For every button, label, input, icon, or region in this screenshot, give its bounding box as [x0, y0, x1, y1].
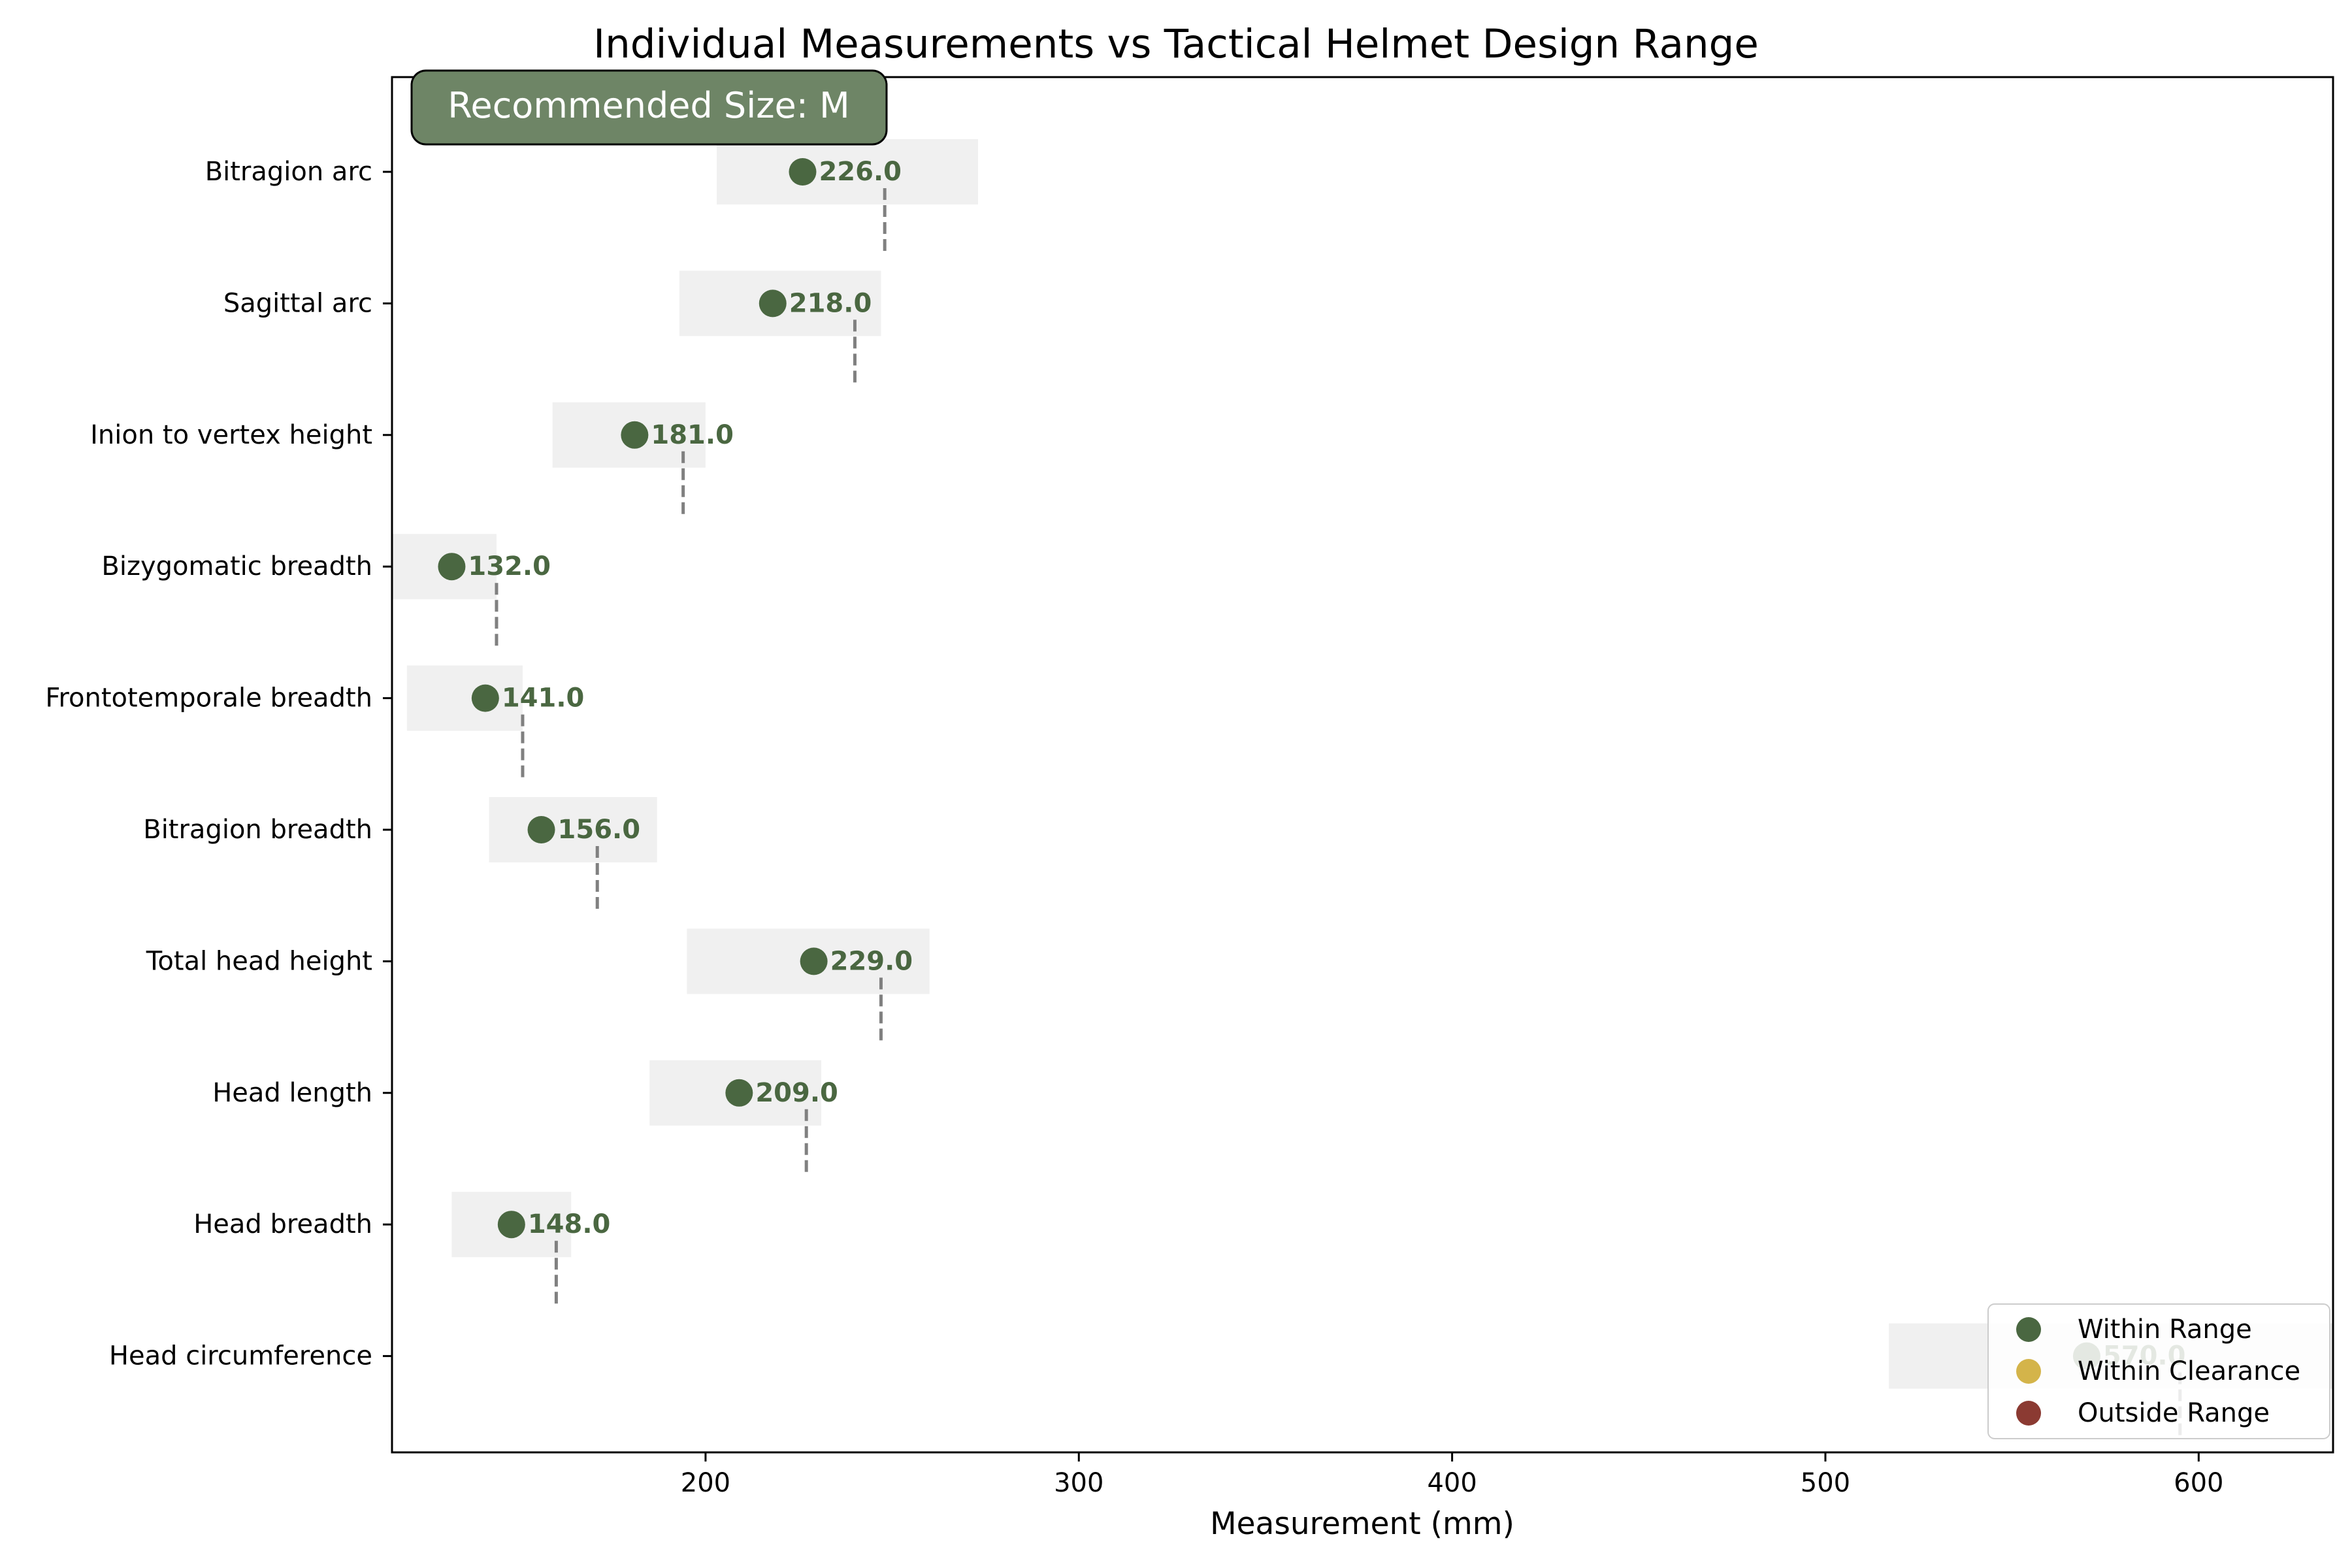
value-label-head-length: 209.0 [755, 1078, 838, 1108]
category-label-bitragion-arc: Bitragion arc [205, 157, 372, 187]
recommended-size-badge: Recommended Size: M [410, 69, 888, 146]
range-band-bitragion-arc [717, 139, 979, 204]
x-axis-ticks: 200 300 400 500 600 [681, 1452, 2223, 1498]
x-tick-label-500: 500 [1801, 1468, 1850, 1498]
point-head-length [725, 1079, 753, 1107]
value-labels: 226.0 218.0 181.0 132.0 141.0 156.0 229.0 209.0… [468, 157, 2185, 1371]
value-label-bitragion-arc: 226.0 [819, 157, 902, 187]
measurement-points [438, 158, 2100, 1370]
point-bizygomatic-breadth [438, 553, 466, 581]
value-label-head-breadth: 148.0 [528, 1209, 611, 1239]
legend-label-outside-range: Outside Range [2078, 1398, 2270, 1428]
legend: Within Range Within Clearance Outside Rang… [1987, 1303, 2330, 1439]
x-tick-label-600: 600 [2174, 1468, 2223, 1498]
category-label-head-breadth: Head breadth [193, 1209, 372, 1239]
category-labels: Bitragion arc Sagittal arc Inion to vertex… [45, 157, 392, 1371]
legend-marker-within-clearance [2016, 1359, 2041, 1384]
range-band-bitragion-breadth [489, 797, 657, 862]
x-tick-label-400: 400 [1427, 1468, 1477, 1498]
legend-label-within-clearance: Within Clearance [2078, 1356, 2300, 1386]
legend-label-within-range: Within Range [2078, 1315, 2252, 1345]
range-bands [392, 139, 2333, 1389]
value-label-bitragion-breadth: 156.0 [558, 815, 641, 845]
category-label-bizygomatic-breadth: Bizygomatic breadth [101, 551, 372, 581]
x-tick-label-200: 200 [681, 1468, 730, 1498]
category-label-inion-to-vertex-height: Inion to vertex height [90, 420, 372, 450]
legend-box [1987, 1303, 2330, 1439]
value-label-sagittal-arc: 218.0 [789, 288, 872, 318]
value-label-inion-to-vertex-height: 181.0 [651, 420, 734, 450]
range-band-frontotemporale-breadth [406, 665, 523, 731]
category-label-head-circumference: Head circumference [109, 1341, 372, 1371]
point-bitragion-breadth [527, 816, 555, 843]
legend-items: Within Range Within Clearance Outside Rang… [2016, 1315, 2300, 1428]
point-sagittal-arc [759, 289, 787, 318]
category-label-bitragion-breadth: Bitragion breadth [143, 815, 372, 845]
chart-title: Individual Measurements vs Tactical Helm… [593, 21, 1759, 67]
recommended-size-badge-box [410, 69, 888, 146]
category-label-head-length: Head length [212, 1078, 372, 1108]
category-label-total-head-height: Total head height [146, 946, 372, 976]
point-frontotemporale-breadth [471, 684, 499, 712]
value-label-bizygomatic-breadth: 132.0 [468, 551, 551, 581]
recommended-size-text: Recommended Size: M [448, 85, 849, 126]
point-inion-to-vertex-height [621, 421, 649, 449]
plot-frame [391, 76, 2334, 1454]
category-label-frontotemporale-breadth: Frontotemporale breadth [45, 683, 372, 713]
value-label-frontotemporale-breadth: 141.0 [502, 683, 585, 713]
design-markers [495, 188, 2182, 1438]
legend-marker-outside-range [2016, 1401, 2041, 1426]
x-axis-label: Measurement (mm) [1210, 1506, 1514, 1542]
point-bitragion-arc [789, 158, 817, 186]
legend-marker-within-range [2016, 1317, 2041, 1342]
point-head-breadth [497, 1211, 525, 1239]
category-label-sagittal-arc: Sagittal arc [223, 288, 372, 318]
x-tick-label-300: 300 [1054, 1468, 1103, 1498]
point-total-head-height [800, 947, 828, 975]
value-label-total-head-height: 229.0 [830, 946, 913, 976]
